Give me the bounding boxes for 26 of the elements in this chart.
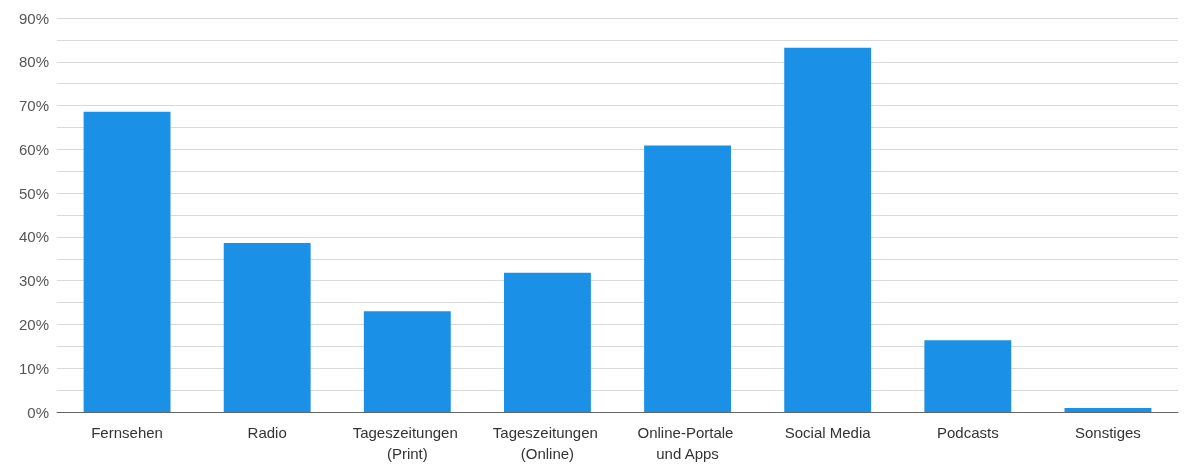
x-tick-label: Online-Portale und Apps bbox=[637, 424, 738, 462]
x-tick-label: Fernsehen bbox=[91, 424, 163, 441]
bar bbox=[504, 272, 591, 412]
y-tick-label: 70% bbox=[18, 97, 49, 115]
y-tick-label: 0% bbox=[27, 403, 49, 421]
y-tick-label: 30% bbox=[18, 272, 49, 290]
bar bbox=[1064, 408, 1152, 412]
x-tick-label: Sonstiges bbox=[1075, 424, 1141, 441]
x-tick-label: Radio bbox=[247, 424, 287, 441]
y-tick-label: 90% bbox=[18, 9, 49, 27]
y-tick-label: 10% bbox=[18, 359, 49, 377]
x-tick-label: Tageszeitungen (Print) bbox=[352, 424, 462, 462]
bar bbox=[784, 47, 872, 412]
y-tick-label: 80% bbox=[18, 53, 49, 71]
bar bbox=[83, 111, 171, 412]
x-tick-label: Tageszeitungen (Online) bbox=[492, 424, 603, 462]
y-tick-label: 20% bbox=[18, 315, 49, 333]
y-tick-label: 60% bbox=[18, 140, 49, 158]
y-tick-label: 40% bbox=[18, 228, 49, 246]
bar bbox=[363, 311, 451, 412]
y-tick-label: 50% bbox=[18, 184, 49, 202]
x-tick-label: Podcasts bbox=[936, 424, 999, 441]
bar bbox=[223, 243, 311, 412]
x-tick-label: Social Media bbox=[784, 424, 872, 441]
bar bbox=[644, 145, 731, 412]
bar bbox=[924, 340, 1012, 412]
